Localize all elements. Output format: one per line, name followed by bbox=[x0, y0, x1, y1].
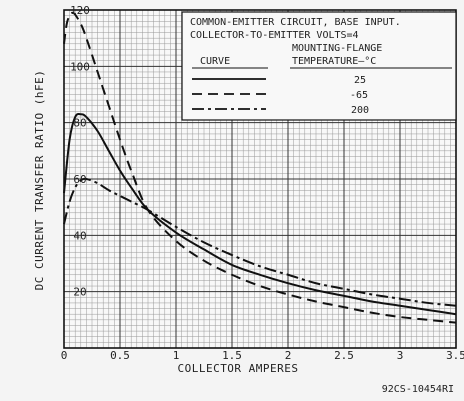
x-tick-label: 3 bbox=[397, 349, 404, 362]
legend-label-minus65: -65 bbox=[350, 90, 368, 101]
legend-title-line-2: COLLECTOR-TO-EMITTER VOLTS=4 bbox=[190, 30, 359, 41]
series-group bbox=[63, 11, 457, 324]
legend-label-25: 25 bbox=[354, 75, 366, 86]
x-tick-label: 3.5 bbox=[446, 349, 464, 362]
figure-id: 92CS-10454RI bbox=[382, 384, 454, 395]
legend-box bbox=[181, 11, 457, 121]
x-tick-label: 2 bbox=[285, 349, 292, 362]
y-tick-label: 20 bbox=[73, 286, 86, 299]
x-tick-label: 1.5 bbox=[222, 349, 242, 362]
x-tick-label: 0 bbox=[61, 349, 68, 362]
y-tick-label: 60 bbox=[73, 173, 86, 186]
y-tick-label: 120 bbox=[70, 4, 90, 17]
legend-title-line-1: COMMON-EMITTER CIRCUIT, BASE INPUT. bbox=[190, 17, 401, 28]
x-axis-label: COLLECTOR AMPERES bbox=[177, 362, 298, 375]
y-axis-label: DC CURRENT TRANSFER RATIO (hFE) bbox=[33, 70, 46, 291]
x-tick-labels: 0 0.5 1 1.5 2 2.5 3 3.5 bbox=[61, 349, 464, 362]
legend-temp-header-2: TEMPERATURE—°C bbox=[292, 56, 376, 67]
y-tick-labels: 20 40 60 80 100 120 bbox=[70, 4, 90, 299]
plot-frame bbox=[63, 9, 457, 349]
y-tick-label: 40 bbox=[73, 229, 86, 242]
legend-curve-header: CURVE bbox=[200, 56, 230, 67]
x-tick-label: 0.5 bbox=[110, 349, 130, 362]
series-line-minus65 bbox=[63, 11, 457, 324]
legend-label-200: 200 bbox=[351, 105, 369, 116]
legend-temp-header-1: MOUNTING-FLANGE bbox=[292, 43, 382, 54]
series-line-200 bbox=[63, 177, 457, 307]
series-line-25 bbox=[63, 112, 457, 316]
y-tick-label: 80 bbox=[73, 117, 86, 130]
x-tick-label: 1 bbox=[173, 349, 180, 362]
y-tick-label: 100 bbox=[70, 60, 90, 73]
legend: COMMON-EMITTER CIRCUIT, BASE INPUT. COLL… bbox=[181, 11, 457, 121]
x-tick-label: 2.5 bbox=[334, 349, 354, 362]
